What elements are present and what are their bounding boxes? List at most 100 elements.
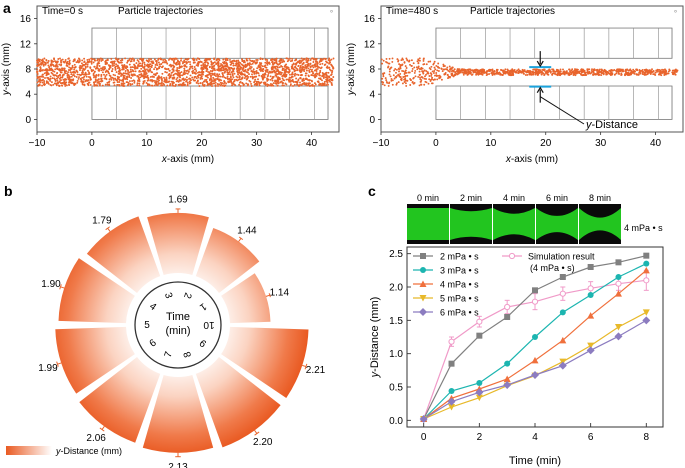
particle [392, 74, 395, 77]
particle [258, 62, 261, 64]
particle [125, 67, 128, 70]
data-point [419, 308, 427, 316]
particle [73, 68, 76, 71]
particle [540, 73, 543, 76]
particle [299, 59, 301, 62]
data-point [643, 252, 650, 259]
particle [126, 61, 129, 64]
particle [152, 62, 155, 65]
legend-swatch [6, 446, 52, 455]
particle [223, 80, 226, 82]
particle [114, 74, 117, 77]
inset-viscosity-label: 4 mPa • s [624, 223, 663, 233]
particle [118, 78, 121, 81]
particle [197, 61, 200, 63]
sector-value-label: 2.20 [253, 437, 273, 448]
particle [662, 68, 665, 71]
particle [98, 80, 100, 83]
particle [411, 81, 414, 84]
particle [241, 82, 244, 84]
particle [161, 72, 164, 75]
ring-time-label: 8 [182, 350, 194, 359]
particle [175, 63, 178, 66]
particle [633, 71, 636, 73]
particle [242, 64, 245, 67]
particle [88, 60, 91, 63]
particle [282, 67, 285, 70]
particle [433, 70, 436, 72]
particle [110, 78, 113, 81]
particle [399, 67, 402, 70]
particle [511, 69, 514, 72]
particle [417, 62, 420, 65]
particle [92, 72, 95, 75]
particle [429, 60, 432, 63]
x-tick-label: 10 [141, 138, 153, 149]
particle [55, 82, 57, 85]
particle [574, 68, 576, 71]
particle [291, 75, 294, 78]
particle [299, 76, 302, 79]
particle [45, 81, 48, 84]
particle [442, 63, 445, 66]
particle [269, 75, 272, 78]
y-tick-label: 16 [20, 14, 32, 25]
particle [122, 80, 125, 83]
particle [125, 75, 128, 78]
particle [231, 73, 234, 76]
particle [104, 83, 107, 86]
particle [73, 84, 76, 87]
particle [201, 77, 204, 80]
particle [84, 73, 87, 76]
particle [151, 60, 154, 63]
particle [62, 81, 65, 84]
particle [141, 62, 144, 65]
particle [84, 63, 87, 66]
particle [423, 83, 426, 86]
data-point [587, 312, 595, 319]
sector-error-cap [268, 293, 271, 298]
particle [86, 61, 89, 64]
particle [451, 66, 454, 69]
particle [128, 74, 131, 77]
particle [228, 71, 231, 73]
particle [226, 65, 229, 67]
particle [205, 58, 208, 61]
particle [419, 76, 421, 79]
particle [173, 58, 176, 61]
data-point [448, 404, 456, 411]
particle [223, 85, 226, 87]
particle [427, 72, 430, 75]
particle [298, 84, 301, 87]
particle [69, 79, 72, 82]
particle [43, 57, 46, 60]
particle [61, 58, 64, 61]
particle [295, 58, 297, 61]
particle [299, 64, 302, 67]
particle [53, 58, 56, 61]
panel-label-b: b [4, 183, 13, 199]
particle [310, 84, 313, 87]
particle [260, 62, 263, 65]
particle [57, 58, 60, 60]
particle [388, 57, 391, 60]
particle [49, 79, 52, 82]
particle [283, 75, 286, 78]
particle [122, 75, 125, 78]
particle [156, 64, 159, 67]
particle [239, 84, 242, 87]
particle [250, 63, 252, 66]
particle [291, 64, 294, 66]
particle [278, 60, 281, 63]
particle [206, 68, 209, 71]
particle [445, 68, 447, 71]
particle [259, 57, 262, 60]
particle [108, 80, 111, 83]
particle [165, 76, 168, 79]
particle [237, 71, 239, 74]
particle [108, 65, 111, 68]
particle [112, 73, 115, 76]
particle [42, 83, 45, 86]
particle [183, 67, 186, 70]
particle [223, 82, 225, 85]
